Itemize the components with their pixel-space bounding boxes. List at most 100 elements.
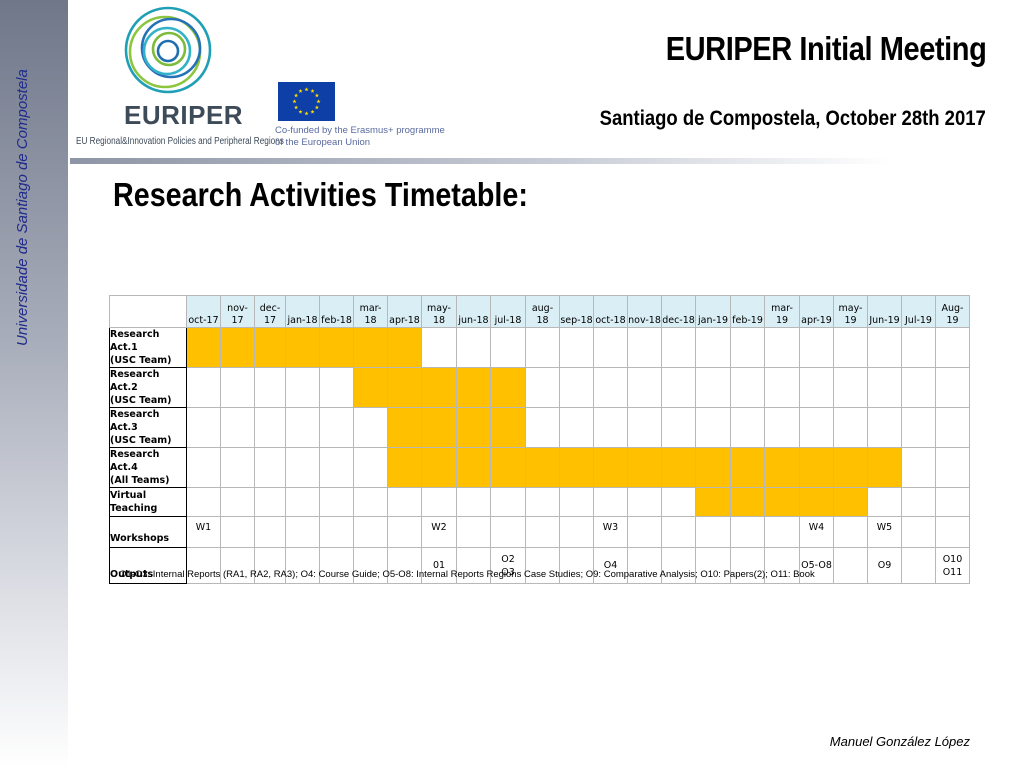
month-header: feb-18 <box>319 295 354 328</box>
gantt-empty-cell <box>525 407 560 448</box>
eu-star-icon <box>310 109 315 114</box>
gantt-empty-cell <box>220 487 255 517</box>
gantt-empty-cell <box>833 407 868 448</box>
activity-row: Research Act.2 (USC Team) <box>109 367 970 408</box>
gantt-bar-cell <box>730 487 765 517</box>
output-cell: O2 O3 <box>490 547 526 584</box>
gantt-bar-cell <box>254 327 286 368</box>
workshop-cell <box>833 516 868 548</box>
gantt-bar-cell <box>421 407 457 448</box>
header-corner <box>109 295 187 328</box>
output-cell <box>833 547 868 584</box>
month-header: mar- 19 <box>764 295 800 328</box>
workshop-cell <box>730 516 765 548</box>
gantt-bar-cell <box>220 327 255 368</box>
gantt-bar-cell <box>456 367 491 408</box>
gantt-empty-cell <box>559 327 594 368</box>
month-label-bottom: oct-18 <box>595 315 626 326</box>
month-label-bottom: 19 <box>775 315 789 326</box>
gantt-bar-cell <box>799 447 834 488</box>
gantt-empty-cell <box>220 407 255 448</box>
gantt-empty-cell <box>319 487 354 517</box>
gantt-bar-cell <box>695 447 731 488</box>
month-label-bottom: 18 <box>432 315 446 326</box>
output-value-1: O4 <box>603 560 618 571</box>
gantt-empty-cell <box>901 487 936 517</box>
workshop-cell <box>456 516 491 548</box>
eu-star-icon <box>304 87 309 92</box>
gantt-bar-cell <box>456 447 491 488</box>
gantt-bar-cell <box>353 367 388 408</box>
gantt-empty-cell <box>764 367 800 408</box>
gantt-empty-cell <box>935 407 970 448</box>
gantt-bar-cell <box>867 447 902 488</box>
activity-row: Research Act.1 (USC Team) <box>109 327 970 368</box>
eu-star-icon <box>298 88 303 93</box>
gantt-empty-cell <box>456 487 491 517</box>
gantt-empty-cell <box>220 447 255 488</box>
gantt-empty-cell <box>186 367 221 408</box>
eu-star-icon <box>298 109 303 114</box>
gantt-bar-cell <box>421 367 457 408</box>
activity-row: Research Act.4 (All Teams) <box>109 447 970 488</box>
month-label-bottom: Jun-19 <box>869 315 900 326</box>
eu-star-icon <box>316 99 321 104</box>
outputs-legend: O1-O3: Internal Reports (RA1, RA2, RA3);… <box>119 569 815 580</box>
gantt-bar-cell <box>387 327 422 368</box>
gantt-empty-cell <box>593 327 628 368</box>
gantt-empty-cell <box>254 447 286 488</box>
sidebar-band: Universidade de Santiago de Compostela <box>0 0 68 768</box>
output-cell <box>254 547 286 584</box>
workshop-cell: W1 <box>186 516 221 548</box>
month-header: sep-18 <box>559 295 594 328</box>
month-label-top: dec- <box>259 303 281 314</box>
gantt-bar-cell <box>799 487 834 517</box>
gantt-empty-cell <box>833 367 868 408</box>
workshop-cell <box>319 516 354 548</box>
activity-row: Research Act.3 (USC Team) <box>109 407 970 448</box>
month-header: may- 18 <box>421 295 457 328</box>
gantt-empty-cell <box>319 407 354 448</box>
gantt-empty-cell <box>867 367 902 408</box>
gantt-empty-cell <box>220 367 255 408</box>
gantt-empty-cell <box>901 447 936 488</box>
activity-label-line2: (USC Team) <box>110 395 172 406</box>
author-name: Manuel González López <box>829 734 970 749</box>
month-header-row: oct-17 nov- 17 dec- 17 jan-18 feb-18 mar- 18 apr-… <box>109 295 970 328</box>
gantt-bar-cell <box>695 487 731 517</box>
gantt-empty-cell <box>661 407 696 448</box>
gantt-bar-cell <box>319 327 354 368</box>
workshop-cell <box>901 516 936 548</box>
eu-star-icon <box>314 105 319 110</box>
gantt-bar-cell <box>559 447 594 488</box>
gantt-empty-cell <box>254 407 286 448</box>
eu-funding-note: Co-funded by the Erasmus+ programme of t… <box>275 125 445 149</box>
month-header: aug-18 <box>525 295 560 328</box>
gantt-empty-cell <box>901 367 936 408</box>
gantt-empty-cell <box>867 327 902 368</box>
gantt-bar-cell <box>456 407 491 448</box>
gantt-empty-cell <box>593 407 628 448</box>
logo-wordmark: EURIPER <box>124 100 244 130</box>
gantt-empty-cell <box>627 367 662 408</box>
gantt-empty-cell <box>559 367 594 408</box>
month-label-bottom: oct-17 <box>188 315 219 326</box>
gantt-empty-cell <box>661 487 696 517</box>
gantt-empty-cell <box>525 327 560 368</box>
eu-star-icon <box>314 93 319 98</box>
activity-label-line1: Research Act.4 <box>110 449 160 473</box>
activity-label: Research Act.3 (USC Team) <box>109 407 187 448</box>
gantt-empty-cell <box>695 327 731 368</box>
month-label-bottom: jul-18 <box>494 315 522 326</box>
month-header: oct-18 <box>593 295 628 328</box>
gantt-empty-cell <box>559 407 594 448</box>
gantt-empty-cell <box>661 327 696 368</box>
gantt-bar-cell <box>387 407 422 448</box>
output-cell <box>627 547 662 584</box>
month-header: feb-19 <box>730 295 765 328</box>
gantt-empty-cell <box>456 327 491 368</box>
gantt-empty-cell <box>285 487 320 517</box>
month-label-bottom: apr-19 <box>801 315 832 326</box>
month-header: nov-18 <box>627 295 662 328</box>
gantt-bar-cell <box>833 447 868 488</box>
